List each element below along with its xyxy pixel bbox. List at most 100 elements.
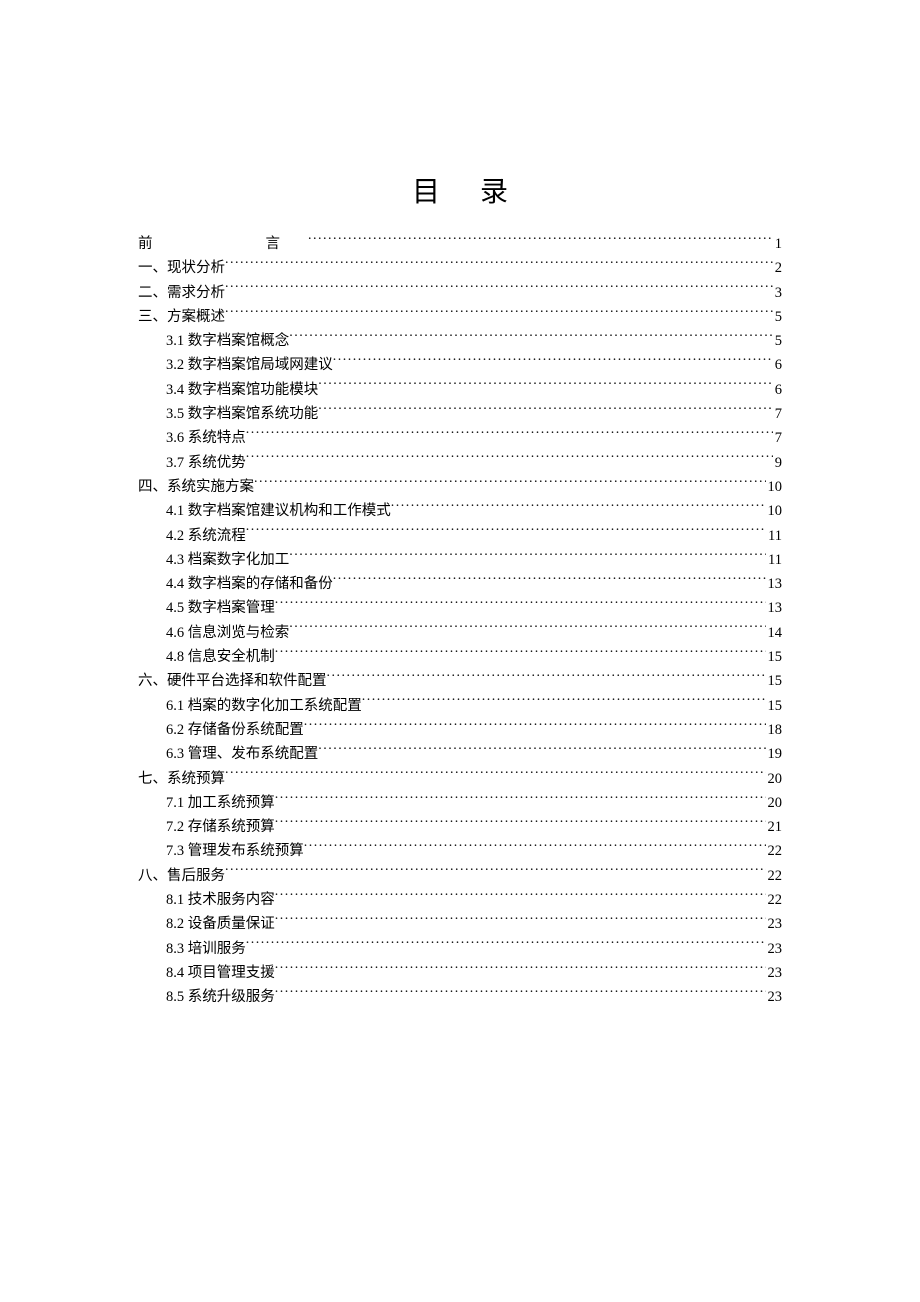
toc-entry-page: 13 [766,596,783,620]
toc-entry: 4.5 数字档案管理 13 [138,596,782,620]
toc-leader-dots [289,622,765,637]
toc-entry-label: 4.1 数字档案馆建议机构和工作模式 [166,499,391,523]
toc-entry: 七、系统预算 20 [138,767,782,791]
toc-leader-dots [225,258,773,273]
toc-entry: 4.2 系统流程 11 [138,524,782,548]
toc-entry-page: 10 [766,499,783,523]
toc-leader-dots [318,379,773,394]
toc-entry-page: 20 [766,791,783,815]
toc-entry-page: 7 [773,402,782,426]
toc-leader-dots [275,914,766,929]
toc-leader-dots [275,598,766,613]
toc-leader-dots [225,306,773,321]
toc-entry-label: 4.4 数字档案的存储和备份 [166,572,333,596]
toc-leader-dots [275,817,766,832]
toc-leader-dots [275,890,766,905]
toc-title: 目录 [138,170,782,210]
toc-entry: 二、需求分析3 [138,281,782,305]
toc-entry: 6.1 档案的数字化加工系统配置 15 [138,694,782,718]
toc-entry-page: 20 [766,767,783,791]
toc-leader-dots [246,452,773,467]
toc-entry-page: 11 [766,548,782,572]
toc-entry: 7.1 加工系统预算 20 [138,791,782,815]
toc-leader-dots [333,574,766,589]
toc-entry-page: 22 [766,839,783,863]
toc-leader-dots [254,476,766,491]
toc-leader-dots [391,501,766,516]
toc-entry: 8.2 设备质量保证 23 [138,912,782,936]
toc-leader-dots [327,671,766,686]
toc-entry-label: 四、系统实施方案 [138,475,254,499]
toc-leader-dots [225,865,766,880]
toc-leader-dots [304,719,766,734]
toc-entry-label: 8.3 培训服务 [166,937,246,961]
toc-entry-page: 23 [766,937,783,961]
toc-entry: 4.3 档案数字化加工 11 [138,548,782,572]
toc-entry-label: 八、售后服务 [138,864,225,888]
toc-leader-dots [289,331,773,346]
toc-entry: 3.6 系统特点7 [138,426,782,450]
toc-entry: 一、现状分析 2 [138,256,782,280]
toc-entry-label: 6.1 档案的数字化加工系统配置 [166,694,362,718]
toc-entry: 7.3 管理发布系统预算 22 [138,839,782,863]
toc-entry-label: 3.1 数字档案馆概念 [166,329,289,353]
toc-entry-label: 6.3 管理、发布系统配置 [166,742,318,766]
toc-entry-page: 7 [773,426,782,450]
toc-entry: 六、硬件平台选择和软件配置15 [138,669,782,693]
toc-entry: 3.4 数字档案馆功能模块6 [138,378,782,402]
toc-entry-page: 22 [766,888,783,912]
toc-entry: 4.6 信息浏览与检索14 [138,621,782,645]
toc-entry-label: 3.7 系统优势 [166,451,246,475]
toc-entry-label: 4.3 档案数字化加工 [166,548,289,572]
toc-entry: 7.2 存储系统预算21 [138,815,782,839]
toc-entry-label: 六、硬件平台选择和软件配置 [138,669,327,693]
toc-entry-page: 6 [773,353,782,377]
toc-entry: 3.2 数字档案馆局域网建议6 [138,353,782,377]
toc-entry: 8.4 项目管理支援 23 [138,961,782,985]
toc-entry-page: 23 [766,912,783,936]
toc-entry-label: 一、现状分析 [138,256,225,280]
toc-entry-label: 7.3 管理发布系统预算 [166,839,304,863]
toc-entry: 3.7 系统优势 9 [138,451,782,475]
toc-entry-label: 4.8 信息安全机制 [166,645,275,669]
toc-entry-page: 9 [773,451,782,475]
toc-entry: 3.5 数字档案馆系统功能 7 [138,402,782,426]
toc-leader-dots [275,792,766,807]
toc-leader-dots [225,282,773,297]
toc-entry-label: 8.5 系统升级服务 [166,985,275,1009]
toc-leader-dots [275,962,766,977]
toc-leader-dots [289,549,766,564]
toc-entry-label: 6.2 存储备份系统配置 [166,718,304,742]
toc-entry-page: 23 [766,985,783,1009]
toc-entry-page: 11 [766,524,782,548]
toc-entry-page: 13 [766,572,783,596]
toc-leader-dots [304,841,766,856]
toc-leader-dots [318,404,773,419]
toc-entry-label: 4.2 系统流程 [166,524,246,548]
toc-list: 前 言1一、现状分析2二、需求分析3三、方案概述53.1 数字档案馆概念53.2… [138,232,782,1010]
toc-entry-label: 七、系统预算 [138,767,225,791]
toc-entry-page: 5 [773,329,782,353]
toc-entry-label: 8.1 技术服务内容 [166,888,275,912]
toc-leader-dots [246,938,766,953]
toc-entry: 8.1 技术服务内容 22 [138,888,782,912]
toc-entry-label: 三、方案概述 [138,305,225,329]
document-page: 目录 前 言1一、现状分析2二、需求分析3三、方案概述53.1 数字档案馆概念5… [0,0,920,1010]
toc-entry-page: 14 [766,621,783,645]
toc-entry: 4.8 信息安全机制15 [138,645,782,669]
toc-entry: 8.3 培训服务 23 [138,937,782,961]
toc-entry-label: 7.1 加工系统预算 [166,791,275,815]
toc-entry-label: 4.5 数字档案管理 [166,596,275,620]
toc-entry-label: 8.4 项目管理支援 [166,961,275,985]
toc-entry-page: 22 [766,864,783,888]
toc-entry-label: 8.2 设备质量保证 [166,912,275,936]
toc-leader-dots [333,355,773,370]
toc-leader-dots [275,647,766,662]
toc-entry-page: 15 [766,694,783,718]
toc-leader-dots [362,695,766,710]
toc-leader-dots [225,768,766,783]
toc-leader-dots [246,525,766,540]
toc-entry-label: 3.5 数字档案馆系统功能 [166,402,318,426]
toc-entry-page: 23 [766,961,783,985]
toc-entry-page: 2 [773,256,782,280]
